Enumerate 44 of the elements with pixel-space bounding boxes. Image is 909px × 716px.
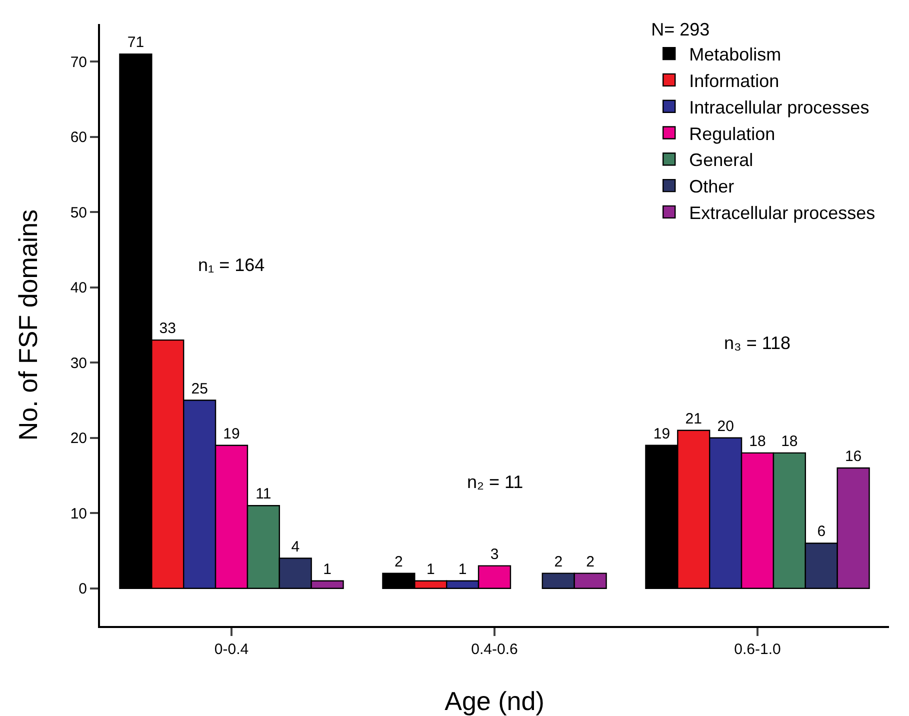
annotation: n₃ = 118 [724,333,791,353]
x-tick-label: 0.4-0.6 [471,641,518,658]
data-label: 19 [223,425,240,442]
data-label: 18 [749,432,766,450]
y-axis-title: No. of FSF domains [13,209,43,441]
legend-label: Intracellular processes [689,97,870,118]
legend-label: Metabolism [689,44,782,65]
legend-label: General [689,150,754,170]
annotation: n₂ = 11 [467,472,524,492]
data-label: 20 [717,418,734,435]
legend-label: Information [689,70,780,91]
data-label: 33 [159,320,176,338]
data-label: 1 [458,560,467,578]
data-label: 2 [586,553,594,570]
data-label: 6 [817,523,826,540]
annotation: n₁ = 164 [198,255,265,275]
y-tick-label: 40 [70,280,87,297]
x-tick-label: 0.6-1.0 [734,641,781,658]
data-label: 19 [653,425,670,442]
data-label: 18 [781,432,798,450]
y-tick-label: 50 [70,204,87,222]
data-label: 3 [490,546,499,563]
legend-label: Other [689,176,734,197]
x-axis-title: Age (nd) [444,686,544,716]
legend-title: N= 293 [651,19,710,40]
data-label: 1 [323,560,332,578]
y-tick-label: 10 [70,505,87,522]
data-label: 25 [191,380,208,398]
data-label: 2 [554,553,563,570]
data-label: 16 [844,448,862,465]
y-tick-label: 70 [70,54,87,71]
x-tick-label: 0-0.4 [214,641,249,658]
data-label: 4 [291,538,300,556]
y-tick-label: 0 [78,580,87,598]
y-tick-label: 60 [70,129,87,146]
y-tick-label: 30 [70,354,87,372]
data-label: 2 [394,553,403,570]
data-label: 1 [426,560,435,578]
data-label: 11 [256,486,272,503]
data-label: 71 [127,34,144,52]
y-tick-label: 20 [70,430,87,448]
legend-label: Regulation [689,124,776,144]
data-label: 21 [685,410,702,428]
legend-label: Extracellular processes [689,202,876,223]
